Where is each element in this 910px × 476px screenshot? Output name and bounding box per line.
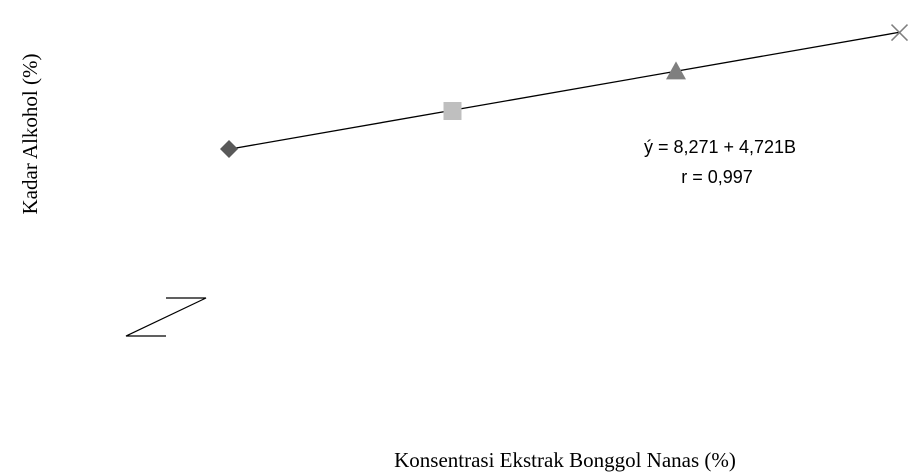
plot-area: [220, 24, 909, 158]
trendline: [228, 31, 900, 150]
x-axis-label: Konsentrasi Ekstrak Bonggol Nanas (%): [394, 448, 736, 472]
regression-equation: ý = 8,271 + 4,721B: [644, 137, 796, 157]
y-axis-label: Kadar Alkohol (%): [18, 54, 42, 215]
data-point-1: [220, 140, 238, 158]
data-point-3: [666, 61, 686, 80]
axis-break-symbol: [125, 297, 207, 337]
data-point-2: [443, 102, 462, 121]
correlation-label: r = 0,997: [681, 167, 753, 187]
data-point-4: [890, 24, 909, 42]
